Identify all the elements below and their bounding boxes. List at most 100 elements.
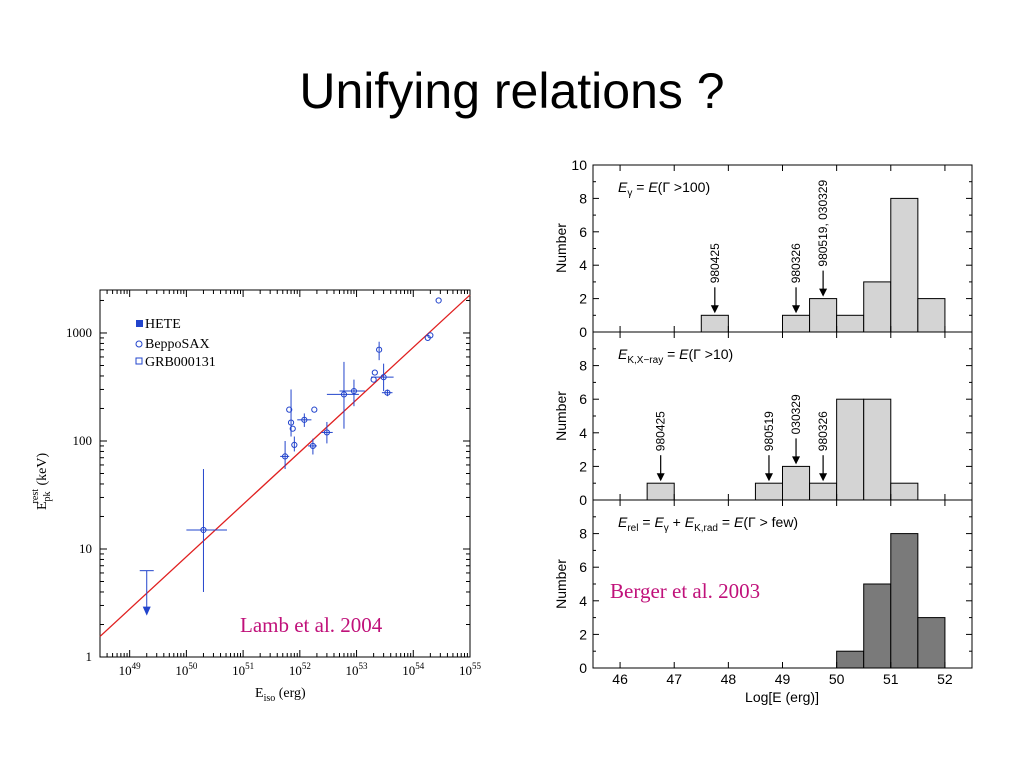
right-ylabel-2: Number — [553, 391, 569, 441]
annotation-label: 030329 — [789, 394, 803, 434]
legend-grb-marker — [135, 357, 143, 365]
legend-hete-marker — [136, 320, 143, 327]
y-tick-label: 0 — [579, 660, 587, 676]
upper-limit-head — [142, 606, 151, 616]
y-tick-label: 10 — [571, 157, 587, 173]
y-tick-label: 10 — [79, 541, 92, 556]
right-ylabel-1: Number — [553, 223, 569, 273]
point-marker — [340, 391, 348, 398]
data-points — [139, 297, 442, 616]
left-citation: Lamb et al. 2004 — [240, 613, 383, 637]
annotation: 980425 — [654, 411, 668, 482]
histogram-bar — [782, 465, 811, 501]
data-point-8 — [308, 438, 317, 455]
x-tick-label: 1055 — [459, 661, 482, 678]
y-tick-label: 8 — [579, 358, 587, 374]
y-tick-label: 2 — [579, 626, 587, 642]
annotation-arrow-head — [819, 288, 828, 297]
y-tick-label: 4 — [579, 257, 587, 273]
data-point-12 — [339, 379, 365, 407]
point-marker — [287, 419, 295, 426]
histogram-bar — [863, 281, 892, 333]
annotation: 980326 — [789, 243, 803, 314]
left-chart: 1049 1050 1051 1052 1053 1054 1055 1 10 100 1000 H… — [30, 289, 482, 704]
annotation-arrow-head — [710, 305, 719, 314]
right-xlabel: Log[E (erg)] — [745, 689, 819, 705]
x-tick-label: 1051 — [232, 661, 254, 678]
y-tick-label: 4 — [579, 425, 587, 441]
data-point-2 — [280, 440, 290, 470]
x-tick-label: 48 — [721, 671, 737, 687]
histogram-bar — [754, 482, 784, 501]
histogram-bar — [917, 617, 946, 669]
data-point-9 — [311, 406, 318, 413]
slide-title: Unifying relations ? — [299, 63, 725, 119]
svg-text:Number: Number — [553, 223, 569, 273]
data-point-5 — [289, 425, 296, 432]
data-point-19 — [427, 332, 434, 339]
point-marker — [309, 442, 317, 450]
point-marker — [350, 387, 358, 395]
histogram-bar — [782, 314, 811, 333]
annotation-label: 980519 — [762, 411, 776, 451]
data-point-0 — [139, 570, 154, 616]
y-tick-label: 6 — [579, 224, 587, 240]
x-tick-label: 1053 — [346, 661, 369, 678]
histogram-panel-2: 0 2 4 6 8 EK,X−ray = E(Γ >10) 980425 980519 0303… — [579, 331, 973, 508]
annotation-arrow-head — [819, 473, 828, 482]
point-marker — [380, 374, 387, 381]
point-marker — [311, 406, 318, 413]
data-point-1 — [186, 469, 227, 592]
annotation-arrow-head — [792, 305, 801, 314]
annotation-arrow-head — [792, 456, 801, 465]
x-tick-label: 1054 — [402, 661, 425, 678]
histogram-bar — [809, 482, 838, 501]
right-citation: Berger et al. 2003 — [610, 579, 760, 603]
y-tick-label: 6 — [579, 559, 587, 575]
point-marker — [200, 526, 207, 534]
panel-label: Erel = Eγ + EK,rad = E(Γ > few) — [618, 514, 798, 534]
x-tick-label: 1052 — [289, 661, 311, 678]
histogram-bar — [836, 650, 865, 669]
y-tick-label: 100 — [73, 433, 93, 448]
right-ylabel-3: Number — [553, 559, 569, 609]
data-point-15 — [376, 341, 383, 361]
x-tick-label: 51 — [883, 671, 899, 687]
y-tick-label: 0 — [579, 324, 587, 340]
annotation-label: 980326 — [816, 411, 830, 451]
x-tick-label: 1050 — [175, 661, 198, 678]
annotation-label: 980425 — [708, 243, 722, 283]
y-tick-label: 2 — [579, 458, 587, 474]
svg-text:Epkrest (keV): Epkrest (keV) — [30, 452, 53, 510]
x-tick-label: 1049 — [119, 661, 142, 678]
y-tick-label: 1000 — [66, 325, 92, 340]
annotation: 980519 — [762, 411, 776, 482]
data-point-7 — [297, 413, 312, 427]
left-axes: 1049 1050 1051 1052 1053 1054 1055 1 10 100 1000 — [66, 289, 482, 678]
legend-hete: HETE — [145, 317, 181, 332]
y-tick-label: 0 — [579, 492, 587, 508]
point-marker — [384, 389, 391, 396]
histogram-bar — [890, 197, 919, 333]
y-tick-label: 6 — [579, 391, 587, 407]
svg-text:Number: Number — [553, 391, 569, 441]
data-point-14 — [371, 369, 378, 376]
svg-text:Eiso (erg): Eiso (erg) — [255, 686, 306, 704]
histogram-bar — [836, 314, 865, 333]
histogram-bar — [890, 533, 919, 669]
histogram-bar — [863, 398, 892, 501]
point-marker — [323, 429, 330, 436]
annotation-label: 980425 — [654, 411, 668, 451]
histogram-bar — [917, 298, 946, 333]
data-point-3 — [286, 406, 293, 413]
legend-beppo: BeppoSAX — [145, 337, 210, 352]
panel-label: Eγ = E(Γ >100) — [618, 179, 710, 199]
x-tick-label: 46 — [612, 671, 628, 687]
legend-beppo-marker — [135, 340, 143, 348]
histogram-panel-1: 0 2 4 6 8 10 Eγ = E(Γ >100) 980425 980326 980519,… — [571, 157, 973, 340]
y-tick-label: 1 — [86, 649, 93, 664]
data-point-13 — [370, 376, 377, 383]
